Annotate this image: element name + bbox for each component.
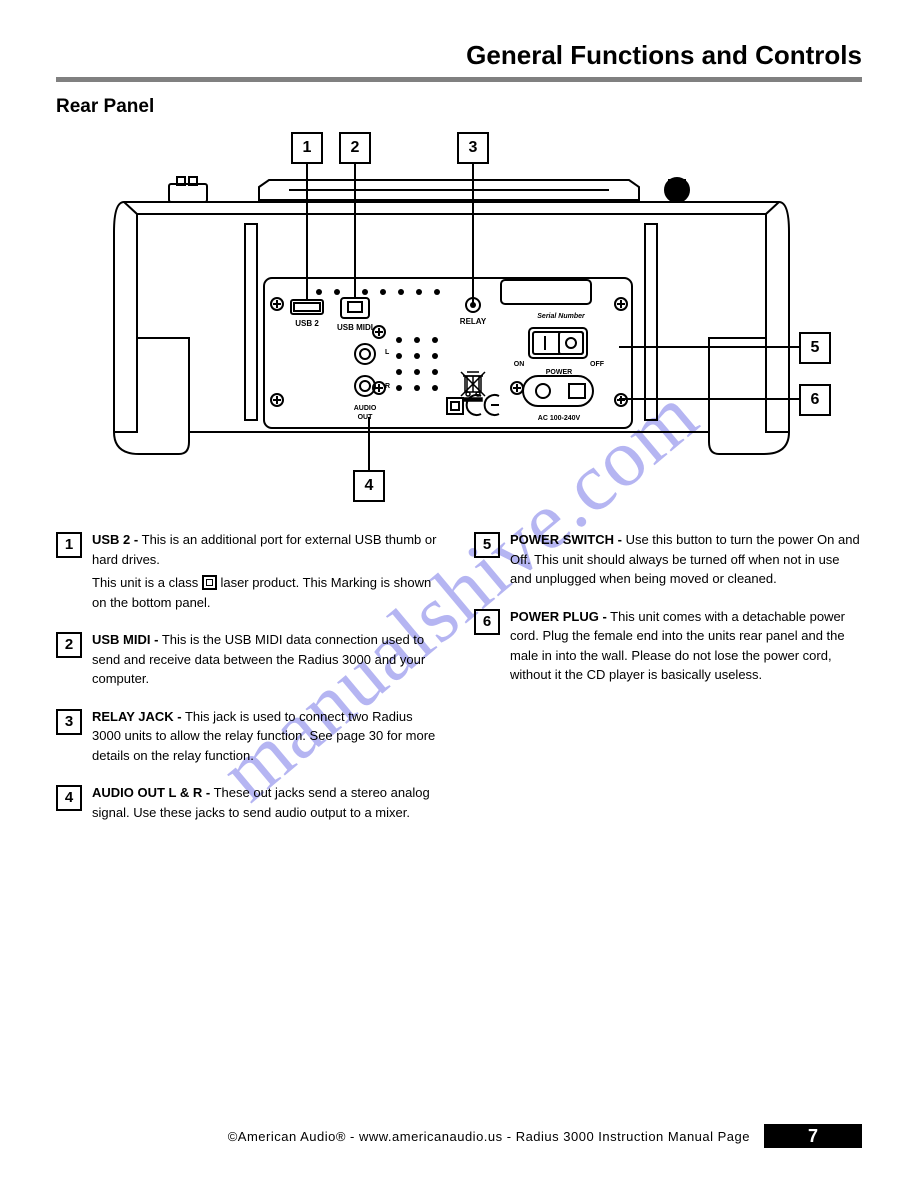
item-number: 4 — [56, 785, 82, 811]
right-column: 5 POWER SWITCH - Use this button to turn… — [474, 530, 862, 840]
left-column: 1 USB 2 - This is an additional port for… — [56, 530, 444, 840]
item-number: 1 — [56, 532, 82, 558]
svg-text:OFF: OFF — [590, 361, 605, 368]
callout-4: 4 — [353, 470, 385, 502]
class-ii-icon — [202, 575, 217, 590]
leader-line — [306, 164, 308, 299]
callout-3: 3 — [457, 132, 489, 164]
item-5: 5 POWER SWITCH - Use this button to turn… — [474, 530, 862, 589]
callout-2: 2 — [339, 132, 371, 164]
item-6: 6 POWER PLUG - This unit comes with a de… — [474, 607, 862, 685]
leader-line — [354, 164, 356, 299]
callout-1: 1 — [291, 132, 323, 164]
horizontal-rule — [56, 77, 862, 82]
svg-text:USB MIDI: USB MIDI — [337, 323, 373, 332]
item-label: RELAY JACK - — [92, 709, 182, 724]
item-number: 3 — [56, 709, 82, 735]
page-title: General Functions and Controls — [56, 40, 862, 71]
leader-line — [368, 417, 370, 470]
item-label: USB MIDI - — [92, 632, 158, 647]
item-label: POWER PLUG - — [510, 609, 607, 624]
svg-text:USB 2: USB 2 — [295, 319, 319, 328]
leader-line — [619, 346, 799, 348]
device-svg: USB 2 USB MIDI RELAY Serial Number ON OF… — [69, 132, 849, 502]
description-columns: 1 USB 2 - This is an additional port for… — [56, 530, 862, 840]
item-2: 2 USB MIDI - This is the USB MIDI data c… — [56, 630, 444, 689]
item-label: POWER SWITCH - — [510, 532, 622, 547]
item-number: 2 — [56, 632, 82, 658]
svg-text:L: L — [385, 349, 390, 356]
item-label: USB 2 - — [92, 532, 138, 547]
item-text: This is an additional port for external … — [92, 532, 436, 567]
svg-text:OUT: OUT — [358, 414, 374, 421]
svg-text:POWER: POWER — [546, 369, 572, 376]
section-subtitle: Rear Panel — [56, 96, 862, 118]
leader-line — [619, 398, 799, 400]
page-footer: ©American Audio® - www.americanaudio.us … — [228, 1124, 862, 1148]
callout-6: 6 — [799, 384, 831, 416]
item-label: AUDIO OUT L & R - — [92, 785, 210, 800]
svg-text:AUDIO: AUDIO — [354, 405, 377, 412]
svg-text:ON: ON — [514, 361, 525, 368]
svg-text:RELAY: RELAY — [460, 317, 487, 326]
item-number: 5 — [474, 532, 500, 558]
page-number: 7 — [764, 1124, 862, 1148]
callout-5: 5 — [799, 332, 831, 364]
item-extra: This unit is a class laser product. This… — [92, 573, 444, 612]
footer-brand: ©American Audio® - www.americanaudio.us … — [228, 1129, 750, 1144]
svg-text:Serial Number: Serial Number — [537, 313, 586, 320]
svg-text:R: R — [385, 383, 390, 390]
item-1: 1 USB 2 - This is an additional port for… — [56, 530, 444, 612]
item-number: 6 — [474, 609, 500, 635]
svg-text:AC 100-240V: AC 100-240V — [538, 415, 581, 422]
item-3: 3 RELAY JACK - This jack is used to conn… — [56, 707, 444, 766]
leader-line — [472, 164, 474, 304]
item-4: 4 AUDIO OUT L & R - These out jacks send… — [56, 783, 444, 822]
rear-panel-diagram: 1 2 3 4 5 6 — [69, 132, 849, 502]
